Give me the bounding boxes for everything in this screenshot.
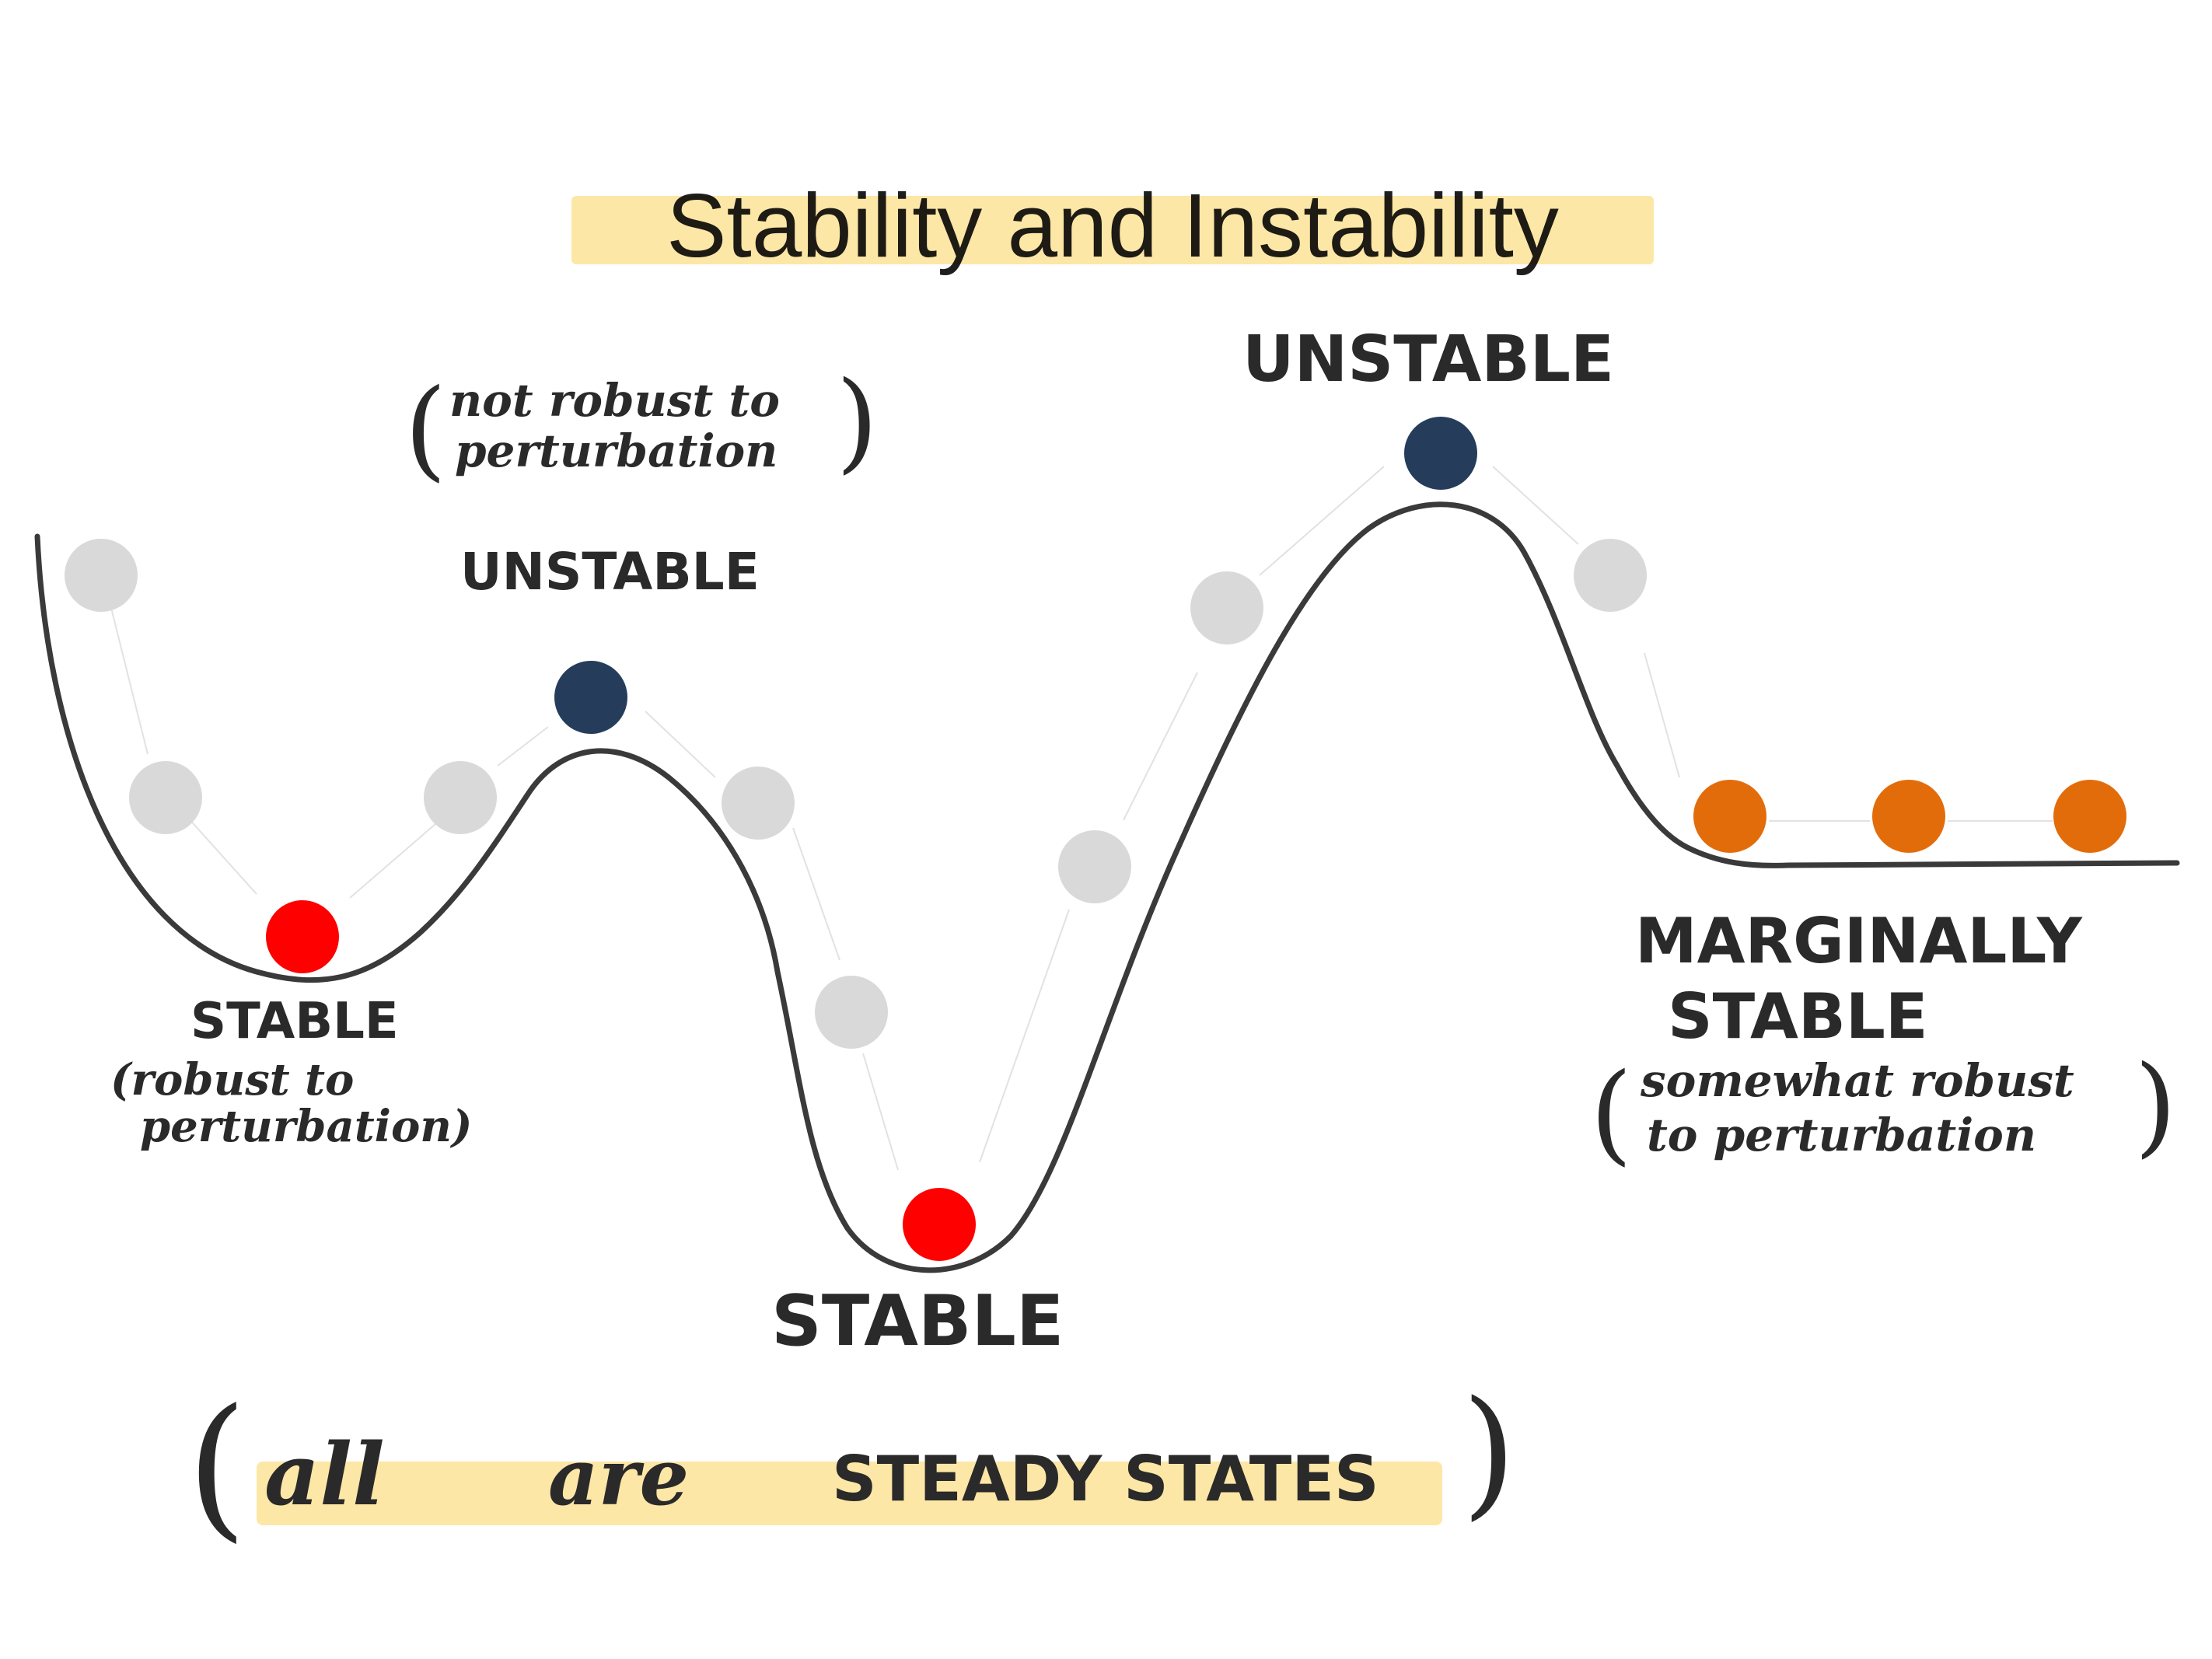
trail-mid-up-1 [979, 909, 1070, 1163]
label-unstable-right: UNSTABLE [1242, 323, 1614, 396]
label-unstable-left: UNSTABLE [460, 542, 760, 602]
paren-close-icon: ) [2134, 1043, 2177, 1169]
perturbed-ball [424, 761, 497, 834]
note-stable-left-1: (robust to [110, 1054, 354, 1105]
trail-right-peak-r [1492, 466, 1579, 545]
perturbed-ball [1190, 571, 1263, 644]
footer-highlight [257, 1462, 1442, 1525]
landscape-curve [34, 501, 2180, 1273]
trail-right-down [1644, 652, 1680, 778]
footer-steady-states: STEADY STATES [832, 1443, 1379, 1515]
note-marginal-2: to perturbation [1647, 1109, 2036, 1161]
stable-ball-left [266, 900, 339, 973]
title-highlight [571, 196, 1654, 264]
paren-open-icon: ( [404, 366, 447, 493]
perturbed-ball [815, 976, 888, 1049]
note-unstable-left-2: perturbation [455, 424, 778, 477]
note-unstable-left-1: not robust to [449, 374, 780, 427]
marginal-ball [2053, 780, 2126, 853]
label-stable-left: STABLE [190, 993, 399, 1050]
trail-left-up [349, 823, 436, 899]
perturbed-ball [65, 539, 138, 612]
unstable-ball-left [554, 661, 627, 734]
perturbed-ball [722, 767, 795, 840]
footer-are: are [548, 1431, 689, 1523]
unstable-ball-right [1404, 417, 1477, 490]
paren-open-icon: ( [1590, 1050, 1633, 1177]
title: Stability and Instability [666, 175, 1559, 276]
perturbed-ball [1058, 830, 1131, 903]
trail-left-bottom [186, 816, 257, 895]
perturbed-ball [129, 761, 202, 834]
paren-open-icon: ( [187, 1376, 247, 1557]
trail-left-peak-r [645, 711, 716, 778]
trail-mid-down-1 [792, 827, 840, 961]
note-marginal-1: somewhat robust [1640, 1054, 2074, 1107]
perturbed-ball [1574, 539, 1647, 612]
note-stable-left-2: perturbation) [140, 1101, 473, 1152]
trail-right-peak-l [1259, 466, 1385, 576]
marginal-ball [1693, 780, 1766, 853]
marginal-ball [1872, 780, 1945, 853]
label-marginal-2: STABLE [1668, 980, 1928, 1053]
trail-left-peak-l [497, 726, 549, 767]
footer-all: all [264, 1424, 385, 1525]
paren-close-icon: ) [1462, 1371, 1516, 1534]
trail-mid-up-2 [1123, 672, 1198, 821]
label-marginal-1: MARGINALLY [1635, 905, 2083, 977]
trail-mid-down-2 [862, 1053, 899, 1171]
label-stable-center: STABLE [771, 1280, 1064, 1362]
stable-ball-center [903, 1188, 976, 1261]
paren-close-icon: ) [836, 358, 879, 485]
